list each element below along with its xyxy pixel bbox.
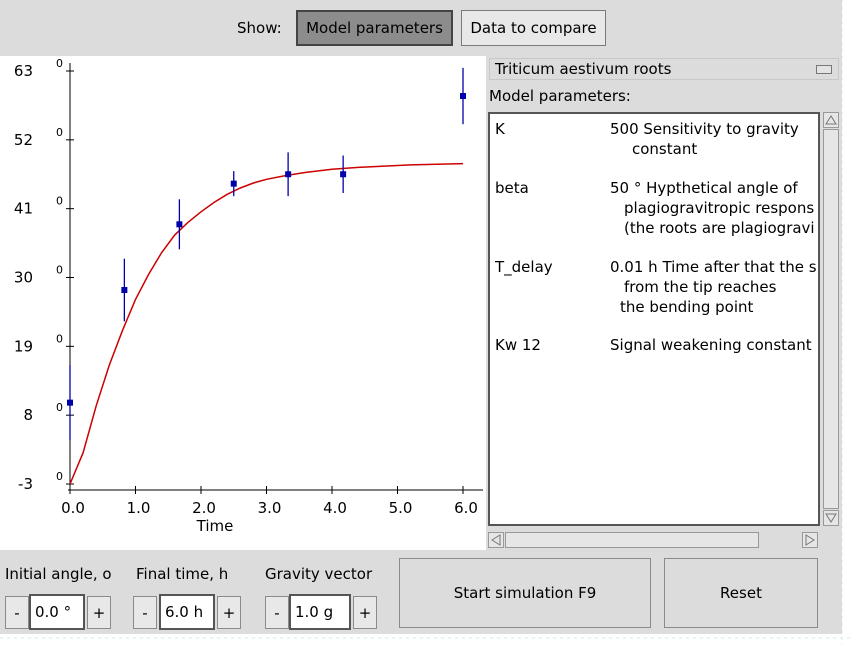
final-time-label: Final time, h xyxy=(136,565,229,583)
vertical-scrollbar[interactable] xyxy=(822,112,840,526)
start-simulation-button[interactable]: Start simulation F9 xyxy=(399,558,651,628)
plot-area: -3 0 8 0 19 0 30 0 41 0 52 0 63 0 0.0 1.0 2.0 3.0 4.0 5.0 6.… xyxy=(0,56,486,550)
data-point xyxy=(176,221,183,228)
y-tick-label: 8 xyxy=(23,406,33,424)
x-tick-label: 3.0 xyxy=(258,499,282,517)
y-tick-sublabel: 0 xyxy=(56,126,63,139)
parameters-text-area[interactable]: K 500 Sensitivity to gravity constant be… xyxy=(488,112,820,526)
y-tick-sublabel: 0 xyxy=(56,264,63,277)
param-k-line-1: 500 Sensitivity to gravity xyxy=(610,120,799,138)
initial-angle-input[interactable] xyxy=(29,594,85,630)
data-point xyxy=(230,180,237,187)
param-t-delay-line-1: 0.01 h Time after that the s xyxy=(610,258,817,276)
param-name-beta: beta xyxy=(495,179,529,197)
y-tick-sublabel: 0 xyxy=(56,195,63,208)
data-to-compare-button[interactable]: Data to compare xyxy=(461,10,606,46)
model-parameters-button[interactable]: Model parameters xyxy=(296,10,453,46)
y-tick-label: 30 xyxy=(14,269,33,287)
data-point xyxy=(460,93,466,100)
species-dropdown[interactable]: Triticum aestivum roots xyxy=(489,58,839,80)
show-label: Show: xyxy=(237,19,282,37)
y-tick-label: 63 xyxy=(14,62,33,80)
x-tick-label: 1.0 xyxy=(127,499,151,517)
initial-angle-decrement-button[interactable]: - xyxy=(5,596,29,629)
param-beta-line-3: (the roots are plagiogravi xyxy=(624,219,815,237)
gravity-vector-label: Gravity vector xyxy=(265,565,373,583)
species-dropdown-value: Triticum aestivum roots xyxy=(495,60,672,78)
final-time-input[interactable] xyxy=(159,594,215,630)
scroll-down-icon[interactable] xyxy=(823,510,839,526)
y-tick-sublabel: 0 xyxy=(56,401,63,414)
data-point xyxy=(340,171,347,178)
y-tick-label: 41 xyxy=(14,200,33,218)
y-tick-label: 52 xyxy=(14,131,33,149)
horizontal-scroll-thumb[interactable] xyxy=(505,532,759,548)
dropdown-arrow-icon[interactable] xyxy=(816,65,832,74)
x-tick-label: 4.0 xyxy=(323,499,347,517)
initial-angle-increment-button[interactable]: + xyxy=(87,596,111,629)
y-tick-label: 19 xyxy=(14,337,33,355)
param-beta-line-1: 50 ° Hypthetical angle of xyxy=(610,179,798,197)
y-tick-sublabel: 0 xyxy=(56,332,63,345)
parameters-title: Model parameters: xyxy=(489,87,631,105)
x-axis-label: Time xyxy=(196,517,234,535)
model-curve-line xyxy=(69,162,464,485)
final-time-decrement-button[interactable]: - xyxy=(133,596,157,629)
final-time-increment-button[interactable]: + xyxy=(217,596,241,629)
x-tick-label: 5.0 xyxy=(389,499,413,517)
param-t-delay-line-3: the bending point xyxy=(620,298,754,316)
param-beta-line-2: plagiogravitropic respons xyxy=(624,199,815,217)
y-tick-label: -3 xyxy=(18,475,33,493)
y-tick-sublabel: 0 xyxy=(56,57,63,70)
horizontal-scrollbar[interactable] xyxy=(488,530,820,550)
gravity-input[interactable] xyxy=(289,594,351,630)
scroll-left-icon[interactable] xyxy=(488,532,504,548)
data-point xyxy=(67,399,73,406)
x-tick-label: 6.0 xyxy=(454,499,478,517)
scroll-up-icon[interactable] xyxy=(823,112,839,128)
x-tick-label: 2.0 xyxy=(192,499,216,517)
toolbar: Show: Model parameters Data to compare xyxy=(0,0,842,56)
data-point xyxy=(121,287,128,294)
controls-bar: Initial angle, o - + Final time, h - + G… xyxy=(0,550,842,634)
param-kw-line-1: Signal weakening constant xyxy=(610,336,812,354)
param-name-t-delay: T_delay xyxy=(495,258,553,276)
scroll-right-icon[interactable] xyxy=(802,532,818,548)
y-tick-sublabel: 0 xyxy=(56,470,63,483)
parameters-panel: Triticum aestivum roots Model parameters… xyxy=(486,56,842,550)
param-k-line-2: constant xyxy=(632,140,698,158)
param-name-k: K xyxy=(495,120,505,138)
simulation-chart: -3 0 8 0 19 0 30 0 41 0 52 0 63 0 0.0 1.0 2.0 3.0 4.0 5.0 6.… xyxy=(14,57,483,535)
vertical-scroll-thumb[interactable] xyxy=(823,129,839,509)
gravity-decrement-button[interactable]: - xyxy=(265,596,289,629)
gravity-increment-button[interactable]: + xyxy=(353,596,377,629)
x-tick-label: 0.0 xyxy=(61,499,85,517)
param-name-kw: Kw 12 xyxy=(495,336,541,354)
initial-angle-label: Initial angle, o xyxy=(5,565,112,583)
param-t-delay-line-2: from the tip reaches xyxy=(624,278,777,296)
data-point xyxy=(285,171,292,178)
reset-button[interactable]: Reset xyxy=(664,558,818,628)
